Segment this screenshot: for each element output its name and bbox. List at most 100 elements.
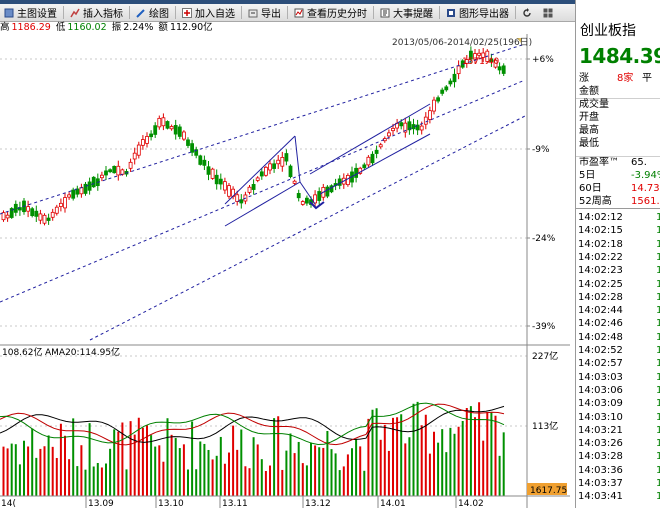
candle-body [67,194,71,198]
toolbar-label: 图形导出器 [459,9,509,20]
tick-row[interactable]: 14:03:41 1 [578,490,660,503]
layout-grid-button[interactable] [539,5,560,21]
tick-value: 1 [656,464,660,476]
tick-row[interactable]: 14:03:10 1 [578,411,660,424]
tick-row[interactable]: 14:02:15 1 [578,224,660,237]
candle-body [5,214,10,219]
tick-value: 1 [656,251,660,263]
tick-value: 1 [656,451,660,463]
draw-button[interactable]: 绘图 [132,5,173,21]
volume-legend-ama: AMA20:114.95亿 [45,346,120,358]
quote-row-label: 金额 [579,86,599,97]
tick-row[interactable]: 14:02:22 1 [578,251,660,264]
current-price: 1484.39 [579,44,660,68]
volume-tick-label: 227亿 [532,350,558,362]
main-chart-settings-button[interactable]: 主图设置 [0,5,61,21]
export-icon [248,8,258,18]
volume-ma5-line [0,403,505,446]
kline-chart[interactable]: +6% -9% -24% -39% 227亿 113亿 1617.75 13.09 13.10 1… [0,34,570,508]
stat-row: 市盈率™ 65. [579,156,660,169]
high-value: 1186.29 [11,22,51,33]
add-watchlist-button[interactable]: 加入自选 [178,5,239,21]
tick-row[interactable]: 14:03:21 1 [578,424,660,437]
inner-channel-lower-a [224,181,301,227]
tick-time: 14:02:22 [578,251,623,263]
tick-row[interactable]: 14:03:28 1 [578,450,660,463]
candle-body [473,53,477,60]
candle-body [468,50,473,60]
tick-row[interactable]: 14:03:03 1 [578,371,660,384]
tick-time: 14:02:25 [578,278,623,290]
outer-channel-lower [0,79,526,303]
stat-row: 5日 -3.94% [579,169,660,182]
toolbar-label: 大事提醒 [393,9,433,20]
tick-row[interactable]: 14:02:52 1 [578,344,660,357]
tick-row[interactable]: 14:03:09 1 [578,397,660,410]
candle-body [38,213,43,221]
toolbar-divider [241,6,242,19]
toolbar-label: 查看历史分时 [307,9,367,20]
toolbar-label: 加入自选 [195,9,235,20]
amplitude-value: 2.24% [123,22,154,33]
tick-row[interactable]: 14:03:36 1 [578,464,660,477]
settings-icon [4,8,14,18]
tick-row[interactable]: 14:02:23 1 [578,264,660,277]
volume-ama-line [0,405,505,443]
tick-time: 14:02:15 [578,225,623,237]
candlestick-series [1,46,506,226]
candle-body [259,171,264,177]
quote-row-value: 8家 [617,73,634,84]
candle-body [362,164,367,169]
candle-body [136,144,141,156]
refresh-button[interactable] [518,5,539,21]
refresh-icon [522,7,532,18]
price-tag-label: 1617.75 [530,486,567,496]
candle-body [300,201,305,205]
bulb-icon [517,38,522,43]
export-button[interactable]: 导出 [244,5,285,21]
tick-row[interactable]: 14:03:37 1 [578,477,660,490]
candle-body [1,212,6,221]
quote-row-label: 涨 [579,73,589,84]
candle-body [391,127,395,132]
toolbar-divider [515,6,516,19]
tick-row[interactable]: 14:03:26 1 [578,437,660,450]
tick-row[interactable]: 14:02:12 1 [578,211,660,224]
candle-body [87,181,92,191]
candle-body [83,183,88,194]
tick-row[interactable]: 14:02:25 1 [578,278,660,291]
tick-row[interactable]: 14:02:48 1 [578,331,660,344]
tick-value: 1 [656,318,660,330]
price-tick-label: -24% [532,234,556,244]
tick-row[interactable]: 14:02:57 1 [578,357,660,370]
candle-body [100,174,104,179]
candle-body [173,125,178,135]
candle-body [75,188,80,195]
quote-row: 最高 [579,124,660,137]
stat-value: 14.73% [631,183,660,194]
tick-row[interactable]: 14:02:44 1 [578,304,660,317]
tick-time: 14:03:37 [578,478,623,489]
candle-body [370,153,375,164]
grid-icon [543,8,553,18]
toolbar-divider [439,6,440,19]
insert-indicator-button[interactable]: 插入指标 [66,5,127,21]
toolbar-divider [175,6,176,19]
candle-body [235,194,240,202]
tick-row[interactable]: 14:02:46 1 [578,317,660,330]
view-history-intraday-button[interactable]: 查看历史分时 [290,5,371,21]
tick-time: 14:02:48 [578,331,623,343]
tick-time: 14:03:21 [578,424,623,436]
candle-body [59,202,63,207]
tick-value: 1 [656,265,660,277]
trend-channel-lines[interactable] [0,38,526,341]
candle-body [386,132,391,137]
event-reminder-button[interactable]: 大事提醒 [376,5,437,21]
candle-body [423,116,428,125]
tick-row[interactable]: 14:03:06 1 [578,384,660,397]
graph-exporter-button[interactable]: 图形导出器 [442,5,513,21]
tick-row[interactable]: 14:02:18 1 [578,238,660,251]
tick-row[interactable]: 14:02:28 1 [578,291,660,304]
tick-value: 1 [656,398,660,410]
tick-time: 14:03:28 [578,451,623,463]
